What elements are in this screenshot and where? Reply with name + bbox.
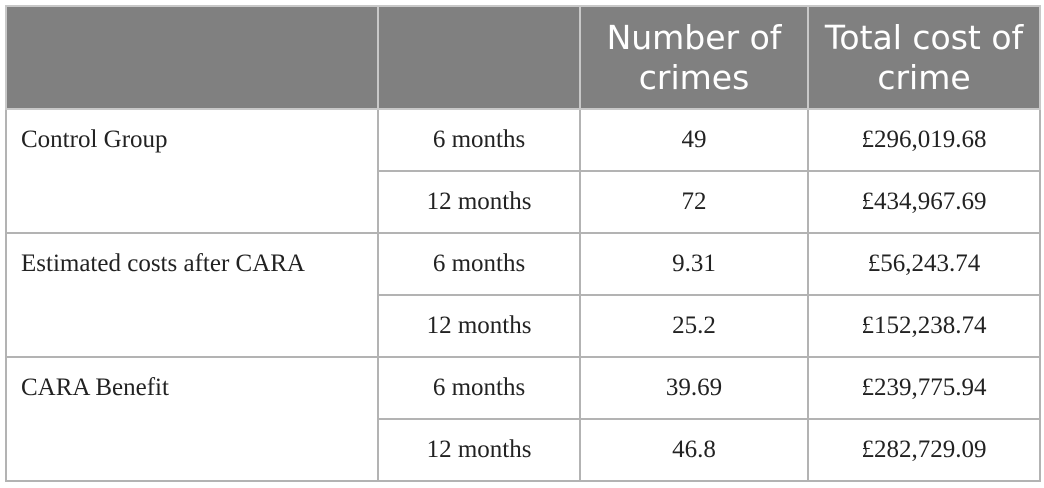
crimes-cell: 39.69 [579, 356, 809, 420]
data-table: Number of crimes Total cost of crime Con… [5, 5, 1041, 482]
table-header: Number of crimes Total cost of crime [5, 5, 1041, 110]
crimes-cell: 46.8 [579, 418, 809, 482]
period-cell: 6 months [377, 356, 581, 420]
group-label: Estimated costs after CARA [5, 232, 379, 358]
table-row: Control Group 6 months 49 £296,019.68 [5, 108, 1041, 234]
crimes-cell: 9.31 [579, 232, 809, 296]
header-cell: Total cost of crime [807, 5, 1041, 110]
table-row: Estimated costs after CARA 6 months 9.31 £5… [5, 232, 1041, 358]
table-row: 12 months 25.2 £152,238.74 [6, 294, 1041, 358]
cost-cell: £239,775.94 [807, 356, 1041, 420]
cost-cell: £152,238.74 [807, 294, 1041, 358]
table-body: Control Group 6 months 49 £296,019.68 12 mon… [5, 108, 1041, 482]
table-row: 12 months 72 £434,967.69 [6, 170, 1041, 234]
period-cell: 12 months [377, 294, 581, 358]
period-cell: 6 months [377, 232, 581, 296]
table-row: CARA Benefit 6 months 39.69 £239,775.94 [5, 356, 1041, 482]
period-cell: 12 months [377, 170, 581, 234]
crimes-cell: 25.2 [579, 294, 809, 358]
header-cell: Number of crimes [579, 5, 809, 110]
cost-cell: £282,729.09 [807, 418, 1041, 482]
header-cell [5, 5, 379, 110]
cost-cell: £434,967.69 [807, 170, 1041, 234]
group-label: Control Group [5, 108, 379, 234]
header-cell [377, 5, 581, 110]
group-label: CARA Benefit [5, 356, 379, 482]
crimes-cell: 49 [579, 108, 809, 172]
table-row: 12 months 46.8 £282,729.09 [6, 418, 1041, 482]
cost-cell: £296,019.68 [807, 108, 1041, 172]
header-row: Number of crimes Total cost of crime [5, 5, 1041, 110]
period-cell: 12 months [377, 418, 581, 482]
cost-cell: £56,243.74 [807, 232, 1041, 296]
crimes-cell: 72 [579, 170, 809, 234]
period-cell: 6 months [377, 108, 581, 172]
